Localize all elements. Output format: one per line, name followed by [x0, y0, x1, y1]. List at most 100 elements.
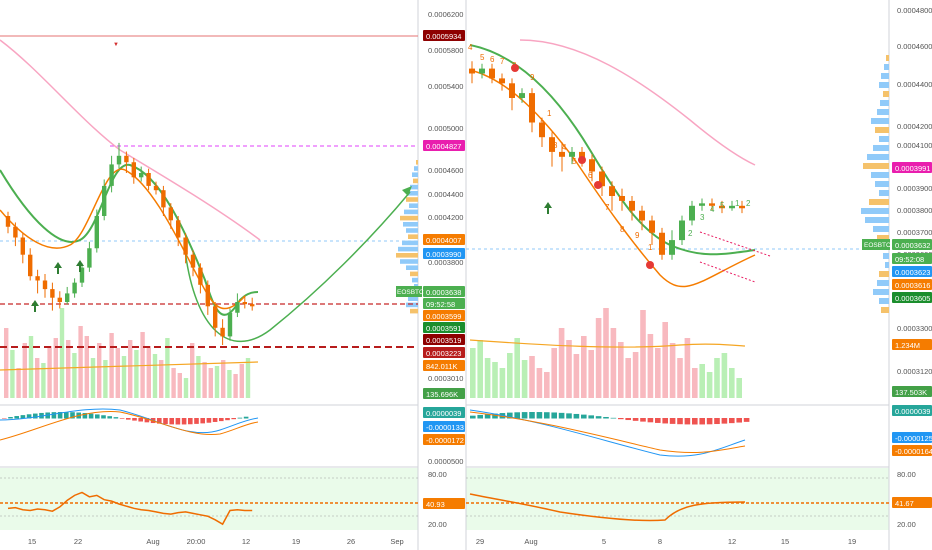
left-volume-bar: [121, 356, 127, 398]
left-macd: [0, 408, 259, 441]
right-volume-bar: [625, 358, 631, 398]
left-volume-bar: [146, 346, 151, 398]
left-volume-profile-bar: [414, 166, 418, 171]
left-time-axis[interactable]: 15 22 Aug 20:00 12 19 26 Sep: [28, 537, 404, 546]
right-volume-bar: [595, 318, 602, 398]
left-candle: [161, 190, 166, 208]
right-macd-histogram: [743, 418, 750, 422]
left-candle: [50, 289, 55, 298]
right-candle: [619, 196, 625, 201]
right-volume-profile-bar: [871, 172, 889, 178]
right-price-label: 09:52:08: [895, 255, 924, 264]
right-volume-profile-bar: [873, 289, 889, 295]
right-td-count: 5: [572, 157, 577, 166]
right-volume-profile-bar: [875, 127, 889, 133]
right-macd-histogram: [632, 418, 639, 421]
left-candle: [109, 164, 114, 186]
right-candle: [489, 68, 495, 79]
right-price-label: 0.0003616: [895, 281, 930, 290]
left-volume-bar: [152, 354, 158, 398]
left-volume-profile-bar: [413, 178, 418, 184]
right-panel[interactable]: 4567891234567891234512 0.00048000.000460…: [465, 0, 932, 550]
left-candle: [168, 207, 173, 221]
left-price-label-bg: [423, 407, 465, 418]
left-volume-bar: [196, 356, 201, 398]
right-price-tick: 0.0003300: [897, 324, 932, 333]
right-volume-bar: [484, 358, 491, 398]
left-macd-signal: [0, 411, 259, 441]
right-macd-histogram: [692, 418, 698, 425]
right-td-count: 4: [562, 143, 567, 152]
right-volume-bar: [492, 362, 498, 398]
right-price-label-bg: [892, 432, 932, 443]
left-macd-histogram: [107, 416, 112, 419]
right-price-label-bg: [892, 279, 932, 290]
right-volume-bar: [610, 328, 617, 398]
right-macd-histogram: [514, 412, 520, 419]
right-price-label-bg: [892, 445, 932, 456]
right-macd-histogram: [588, 415, 594, 419]
left-price-label: 842.011K: [426, 362, 458, 371]
right-volume-profile-bar: [877, 109, 889, 115]
left-volume-bar: [90, 358, 96, 398]
left-candle: [235, 302, 240, 313]
right-volume-profile-bar: [885, 262, 889, 268]
left-macd-histogram: [157, 418, 162, 424]
right-volume-profile-bar: [886, 55, 889, 61]
left-volume-profile-bar: [404, 209, 418, 215]
right-volume-profile-bar: [881, 73, 889, 79]
right-candle: [599, 171, 605, 187]
right-time-tick: 5: [602, 537, 606, 546]
right-price-tick: 0.0004400: [897, 80, 932, 89]
right-macd-histogram: [699, 418, 705, 425]
left-volume-profile-bar: [406, 302, 418, 308]
left-time-tick: 26: [347, 537, 355, 546]
left-price-label-bg: [423, 322, 465, 333]
left-macd-histogram: [64, 412, 69, 419]
left-candle: [124, 155, 129, 163]
right-volume-profile-bar: [877, 280, 889, 286]
left-time-tick: 20:00: [187, 537, 206, 546]
right-price-label-bg: [892, 239, 932, 250]
left-price-tick: 0.0005800: [428, 46, 463, 55]
right-time-tick: 15: [781, 537, 789, 546]
left-price-label-bg: [423, 347, 465, 358]
left-candle: [190, 254, 196, 268]
left-buy-arrow: [31, 300, 39, 312]
left-volume-profile-bar: [410, 308, 418, 314]
right-td-count: 1: [735, 199, 740, 208]
left-rsi-band: [0, 468, 418, 530]
left-volume-profile-bar: [400, 215, 418, 221]
left-volume-bar: [72, 353, 77, 398]
left-volume-profile-bar: [406, 265, 418, 270]
left-price-label-bg: [423, 298, 465, 309]
right-volume-bar: [521, 360, 528, 398]
right-rsi-band: [466, 468, 889, 530]
right-macd-histogram: [647, 418, 654, 423]
right-macd-histogram: [706, 418, 713, 425]
right-price-axis[interactable]: 0.0004800 0.0004600 0.0004400 0.0004200 0.00…: [862, 6, 932, 529]
left-time-tick: 22: [74, 537, 82, 546]
left-price-tick: 0.0003800: [428, 258, 463, 267]
left-volume-bar: [47, 346, 52, 398]
left-candle: [35, 276, 40, 281]
right-time-axis[interactable]: 29 Aug 5 8 12 15 19: [476, 537, 856, 546]
left-panel[interactable]: ▼ 0.00062000.00058000.00054000.00050000.…: [0, 0, 465, 550]
right-marks: 4567891234567891234512: [468, 43, 771, 283]
right-price-label-bg: [892, 339, 932, 350]
left-projection-curve: [184, 191, 411, 343]
right-volume-bar: [721, 353, 728, 398]
right-price-tick: 0.0003900: [897, 184, 932, 193]
right-price-label: 0.0003991: [895, 164, 930, 173]
right-macd-histogram: [573, 413, 580, 419]
right-volume-profile-bar: [879, 82, 889, 88]
right-volume-bar: [692, 368, 698, 398]
left-volume-bar: [221, 360, 226, 398]
right-volume-bar: [551, 348, 557, 398]
right-td-count: 5: [480, 53, 485, 62]
left-price-axis[interactable]: 0.0006200 0.0005800 0.0005400 0.0005000 0.00…: [396, 10, 465, 529]
left-macd-histogram: [231, 418, 236, 420]
left-candle: [72, 282, 77, 294]
left-macd-histogram: [95, 414, 100, 419]
